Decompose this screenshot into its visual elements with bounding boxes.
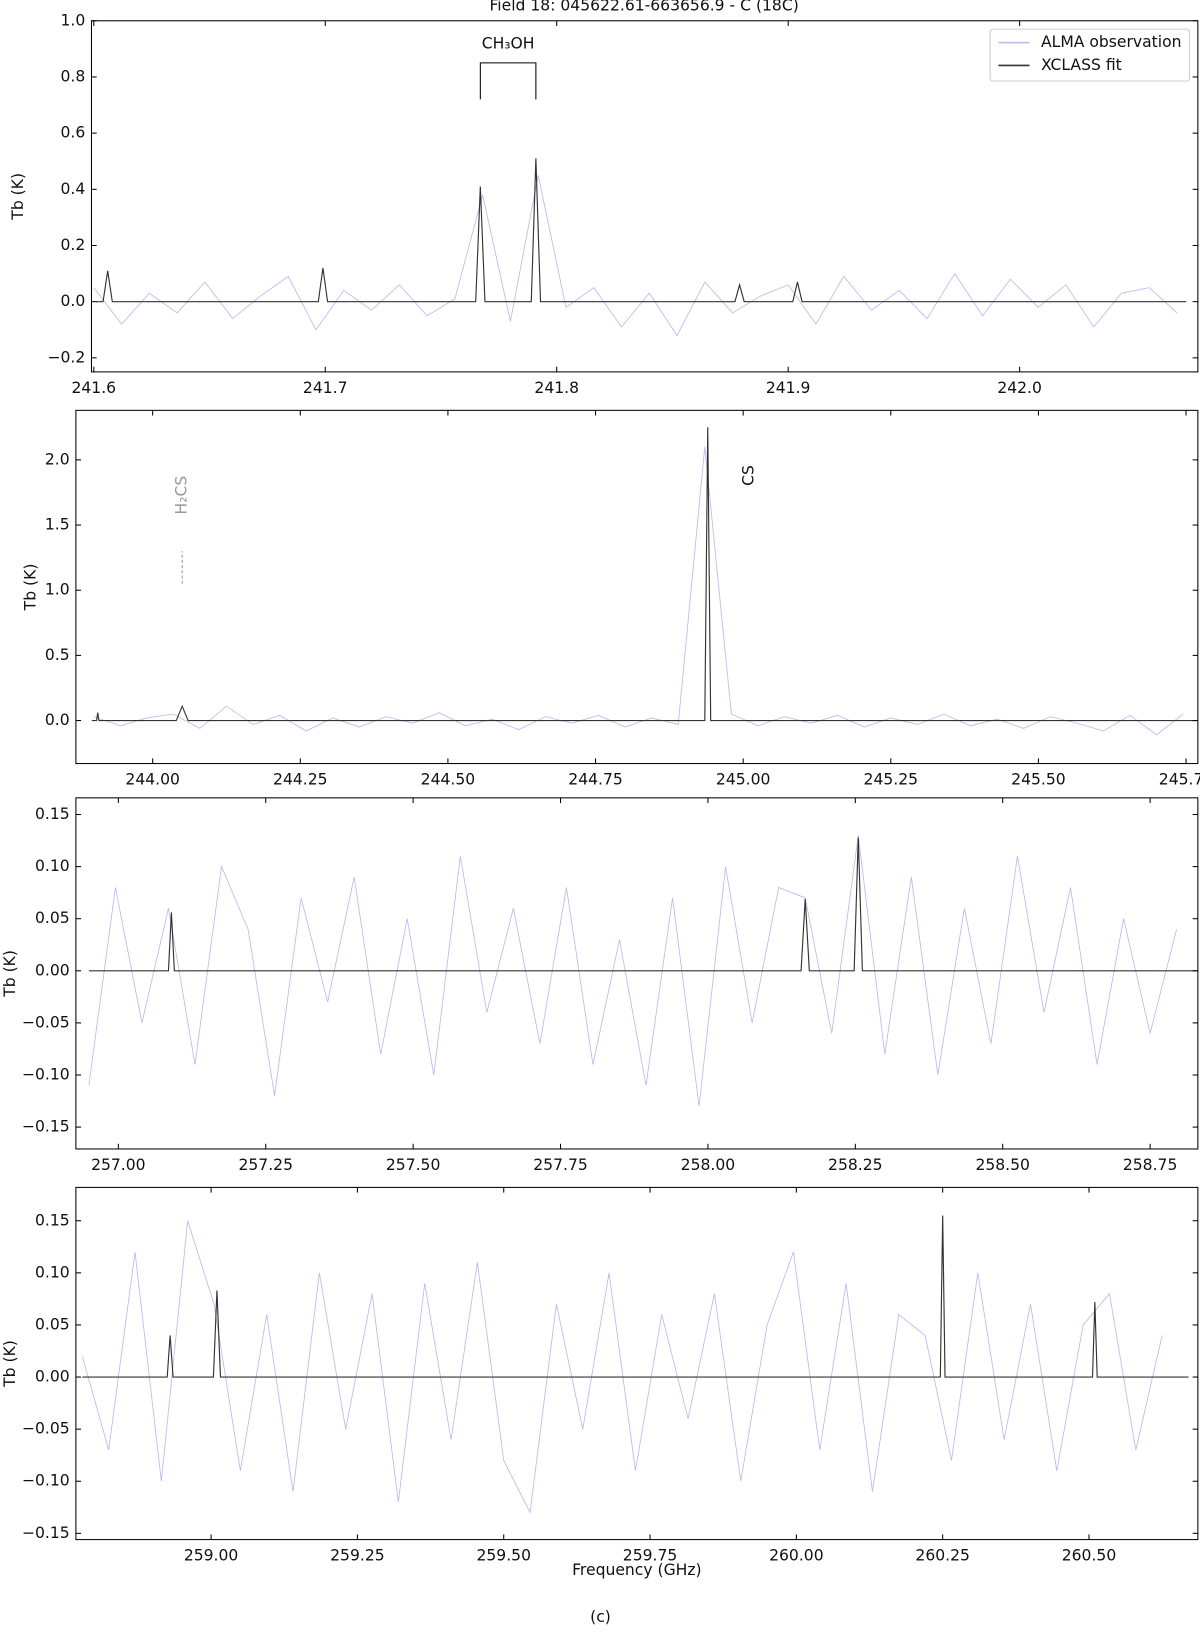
y-tick-label: 0.4: [60, 180, 85, 198]
x-tick-label: 260.50: [1062, 1547, 1117, 1565]
x-tick-label: 259.00: [184, 1547, 239, 1565]
x-axis-label: Frequency (GHz): [572, 1561, 702, 1579]
series-line: [96, 158, 1187, 303]
y-axis-label: Tb (K): [9, 173, 27, 221]
plot-area: [88, 835, 1198, 1107]
x-tick-label: 244.50: [421, 771, 476, 789]
y-axis-label: Tb (K): [22, 564, 40, 612]
x-tick-label: 244.25: [273, 771, 328, 789]
plot-frame: [90, 20, 1199, 373]
x-tick-label: 241.9: [766, 379, 811, 397]
y-tick-label: 0.00: [35, 1368, 70, 1386]
x-tick-label: 245.00: [716, 771, 771, 789]
y-tick-label: −0.05: [22, 1013, 70, 1031]
legend-label: ALMA observation: [1041, 33, 1182, 51]
y-tick-label: 0.00: [35, 961, 70, 979]
x-tick-label: 258.50: [975, 1156, 1030, 1174]
x-tick-label: 257.00: [91, 1156, 146, 1174]
x-tick-label: 257.50: [386, 1156, 441, 1174]
x-tick-label: 245.25: [864, 771, 919, 789]
y-tick-label: −0.2: [47, 348, 85, 366]
plot-frame: [75, 797, 1199, 1150]
legend-label: XCLASS fit: [1041, 56, 1122, 74]
x-tick-label: 245.50: [1011, 771, 1066, 789]
annotation: H₂CS: [173, 476, 191, 515]
x-tick-label: 259.75: [623, 1547, 678, 1565]
y-axis-label: Tb (K): [1, 1340, 19, 1388]
y-tick-label: 1.0: [45, 581, 70, 599]
plot-frame: [75, 409, 1199, 765]
x-tick-label: 260.00: [769, 1547, 824, 1565]
x-tick-label: 244.75: [568, 771, 623, 789]
plot-area: [81, 1215, 1189, 1514]
y-tick-label: 2.0: [45, 450, 70, 468]
x-tick-label: 257.75: [533, 1156, 588, 1174]
y-tick-label: −0.05: [22, 1420, 70, 1438]
y-tick-label: 0.5: [45, 646, 70, 664]
y-tick-label: 0.6: [60, 124, 85, 142]
x-tick-label: 259.25: [330, 1547, 385, 1565]
x-tick-label: 241.7: [303, 379, 348, 397]
y-tick-label: 0.15: [35, 805, 70, 823]
series-line: [88, 835, 1178, 1107]
x-tick-label: 260.25: [915, 1547, 970, 1565]
plot-area: [93, 158, 1187, 337]
annotation: CS: [740, 465, 758, 486]
y-tick-label: 0.2: [60, 236, 85, 254]
y-tick-label: −0.15: [22, 1118, 70, 1136]
y-tick-label: 0.0: [45, 711, 70, 729]
y-tick-label: −0.10: [22, 1472, 70, 1490]
x-tick-label: 258.75: [1123, 1156, 1178, 1174]
x-tick-label: 241.6: [71, 379, 116, 397]
x-tick-label: 242.0: [997, 379, 1042, 397]
series-line: [93, 446, 1184, 736]
x-tick-label: 241.8: [534, 379, 579, 397]
y-tick-label: 0.10: [35, 1263, 70, 1281]
x-tick-label: 258.25: [828, 1156, 883, 1174]
y-tick-label: 0.8: [60, 67, 85, 85]
y-tick-label: 0.10: [35, 857, 70, 875]
series-line: [91, 427, 1198, 722]
x-tick-label: 244.00: [125, 771, 180, 789]
x-tick-label: 245.75: [1159, 771, 1200, 789]
annotation-bracket: [479, 62, 537, 100]
y-tick-label: 1.5: [45, 516, 70, 534]
y-tick-label: 0.05: [35, 1315, 70, 1333]
legend-box: [989, 28, 1191, 82]
y-tick-label: −0.10: [22, 1065, 70, 1083]
x-tick-label: 257.25: [238, 1156, 293, 1174]
x-tick-label: 259.50: [476, 1547, 531, 1565]
y-tick-label: 0.0: [60, 292, 85, 310]
annotation: CH₃OH: [482, 35, 535, 53]
series-line: [93, 175, 1178, 337]
y-tick-label: 1.0: [60, 11, 85, 29]
series-line: [81, 1220, 1163, 1514]
plot-area: [91, 427, 1198, 736]
y-tick-label: −0.15: [22, 1524, 70, 1542]
series-line: [88, 837, 1198, 972]
caption: (c): [590, 1608, 611, 1626]
y-axis-label: Tb (K): [1, 950, 19, 998]
chart-title: Field 18: 045622.61-663656.9 - C (18C): [489, 0, 798, 15]
x-tick-label: 258.00: [681, 1156, 736, 1174]
series-line: [82, 1215, 1189, 1378]
y-tick-label: 0.15: [35, 1211, 70, 1229]
plot-frame: [75, 1186, 1199, 1541]
y-tick-label: 0.05: [35, 909, 70, 927]
